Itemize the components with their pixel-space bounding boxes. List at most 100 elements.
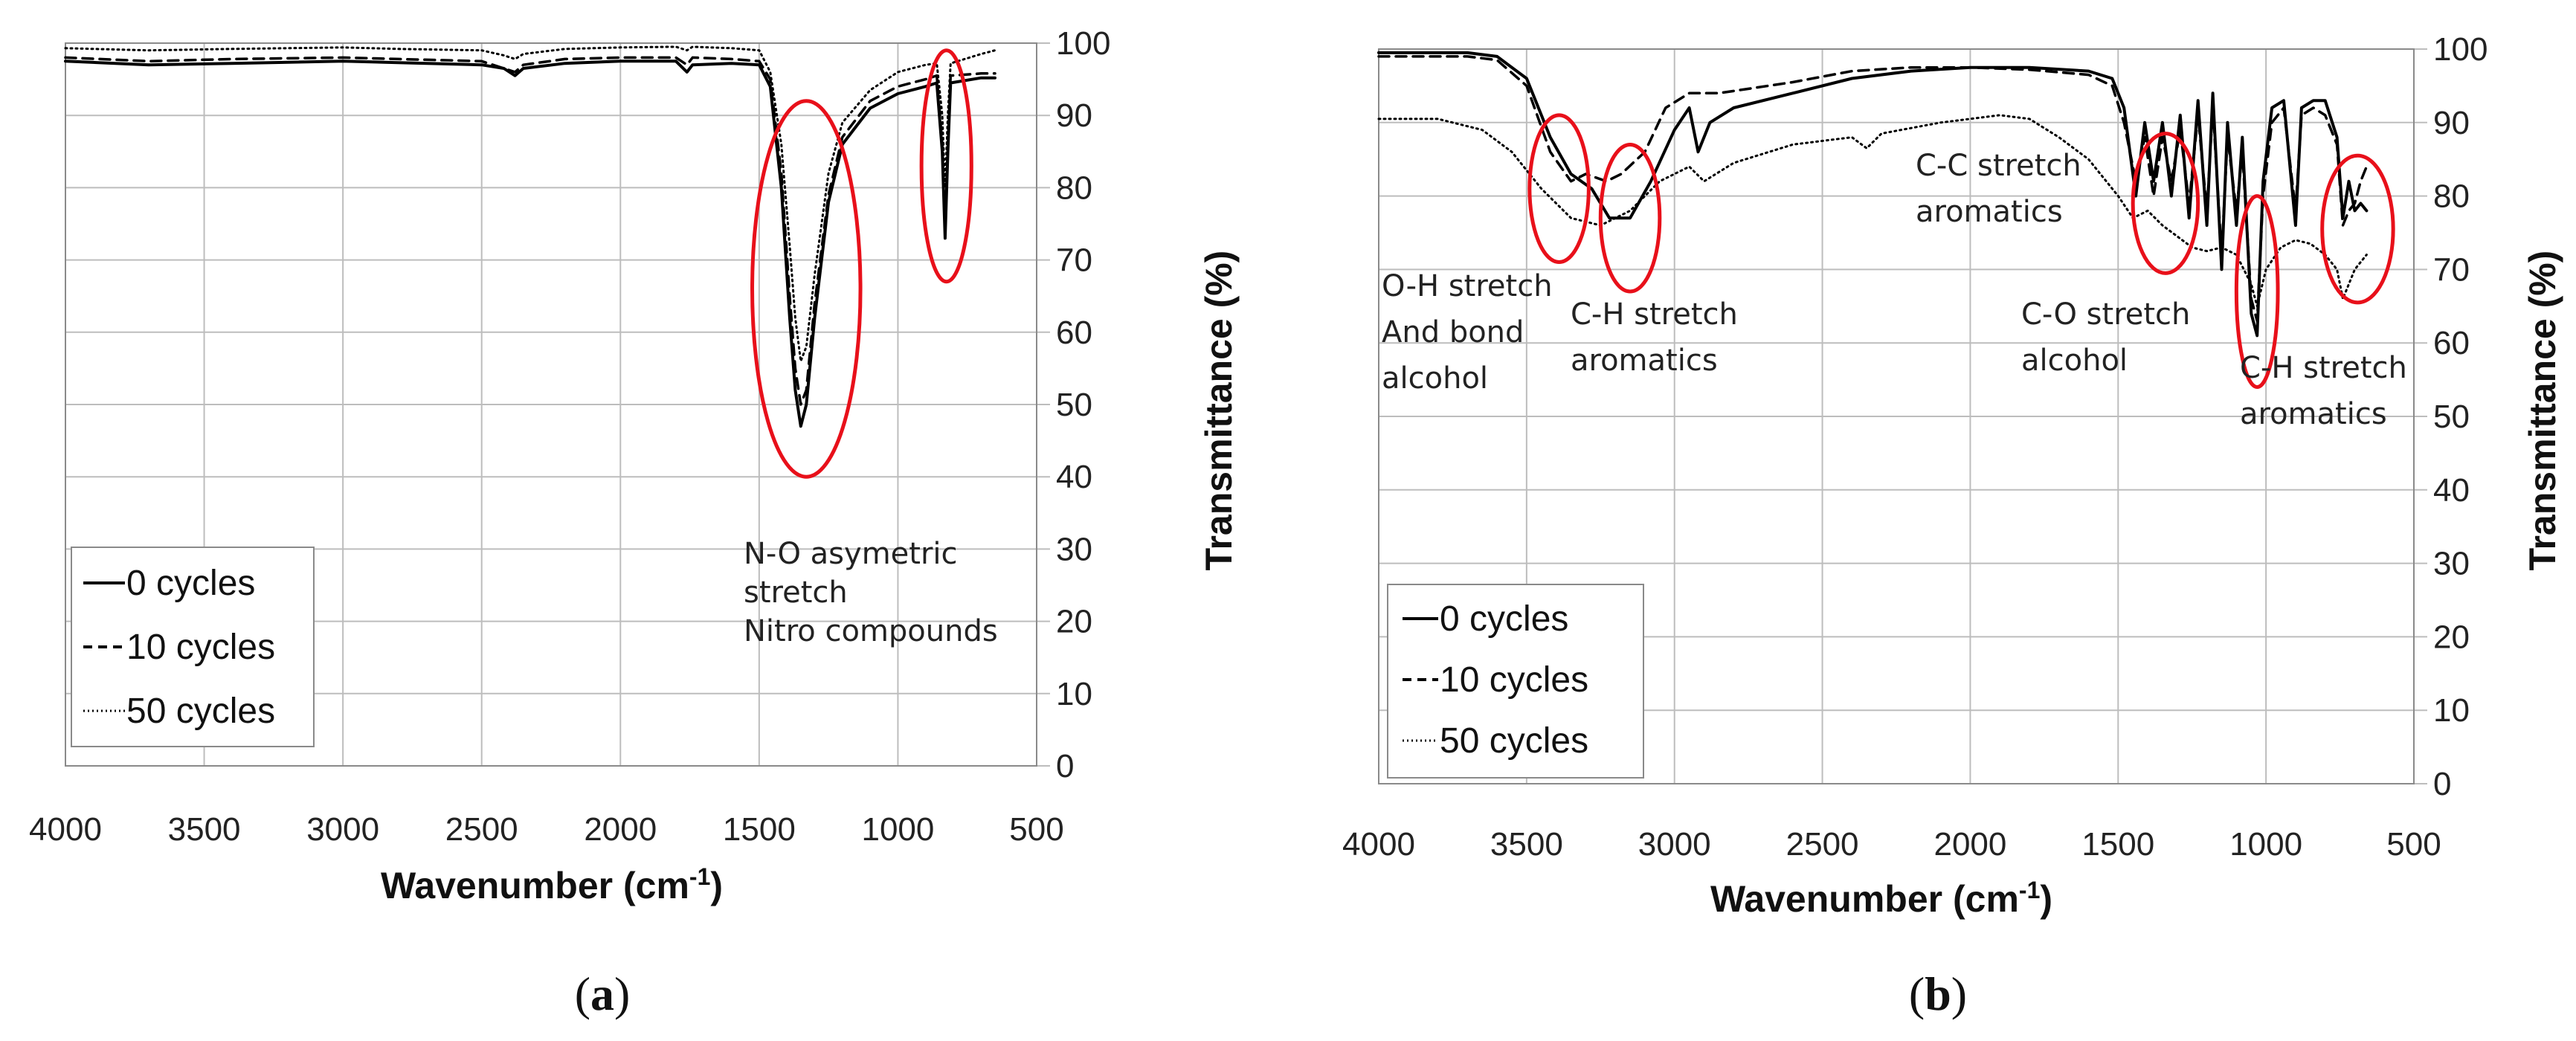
panel-b-y-tick: 0 [2433,766,2451,802]
panel-b-x-tick: 2000 [1933,826,2006,863]
panel-a-y-tick: 30 [1056,531,1092,567]
panel-b-x-ticks: 4000 3500 3000 2500 2000 1500 1000 500 [1342,826,2441,863]
panel-a-x-tick: 2000 [584,811,657,848]
panel-b-y-tick: 10 [2433,692,2470,729]
panel-a-chart: 4000 3500 3000 2500 2000 1500 1000 500 0… [29,25,1240,1020]
panel-b-series-group [1377,51,2369,338]
panel-a-x-tick: 3000 [306,811,379,848]
panel-b-y-ticks: 0 10 20 30 40 50 60 70 80 90 100 [2433,31,2488,802]
annotation-line: O-H stretch [1382,269,1553,303]
panel-a-x-ticks: 4000 3500 3000 2500 2000 1500 1000 500 [29,811,1064,848]
panel-b-x-tick: 1500 [2081,826,2154,863]
highlight-ellipse [1598,142,1662,294]
panel-a-y-tick: 100 [1056,25,1110,62]
panel-b-y-tick: 100 [2433,31,2488,68]
panel-b-y-axis-title: Transmittance (%) [2522,251,2563,571]
panel-a-series-group [64,45,996,428]
legend-label: 10 cycles [1440,660,1588,700]
panel-b-y-tick: 50 [2433,399,2470,435]
panel-b-y-tick: 90 [2433,105,2470,141]
series-line-10-cycles [64,56,996,406]
panel-b-annotation-ch-stretch-2: C-H stretch aromatics [2240,351,2417,431]
panel-a-y-tick: 80 [1056,170,1092,206]
highlight-ellipse [2320,153,2395,305]
panel-a-y-axis-title: Transmittance (%) [1198,251,1240,571]
highlight-ellipse [2131,132,2200,275]
panel-b-y-tick: 20 [2433,619,2470,655]
legend-label: 0 cycles [126,564,255,603]
panel-b-annotation-cc-stretch: C-C stretch aromatics [1916,149,2090,229]
panel-b-label: (b) [1909,967,1967,1020]
highlight-ellipse [1527,113,1591,265]
panel-a-label: (a) [575,967,631,1020]
panel-b-chart: 4000 3500 3000 2500 2000 1500 1000 500 0… [1342,31,2563,1020]
panel-a-x-axis-title: Wavenumber (cm-1) [381,863,723,906]
panel-a-x-tick: 1000 [861,811,934,848]
annotation-line: aromatics [2240,397,2387,431]
legend-label: 50 cycles [1440,721,1588,761]
annotation-line: stretch [744,576,848,610]
panel-b-annotation-co-stretch: C-O stretch alcohol [2021,297,2200,378]
panel-b-y-tick: 40 [2433,472,2470,509]
annotation-line: C-O stretch [2021,297,2190,332]
panel-b-x-title-superscript: -1 [2019,877,2040,903]
panel-a-x-title-tail: ) [710,865,723,906]
panel-a-y-tick: 40 [1056,459,1092,495]
highlight-ellipse [919,48,973,284]
panel-b-y-tick: 30 [2433,546,2470,582]
panel-a-legend-box [71,547,315,747]
panel-b-x-title-tail: ) [2040,878,2052,920]
panel-a-highlight-group [750,48,973,479]
series-line-10-cycles [1377,55,2369,323]
annotation-line: C-C stretch [1916,149,2081,183]
panel-a-x-tick: 1500 [723,811,796,848]
panel-a-x-title-main: Wavenumber (cm [381,865,689,906]
annotation-line: alcohol [1382,361,1488,396]
panel-b-x-tick: 3000 [1638,826,1711,863]
panel-b-x-axis-title: Wavenumber (cm-1) [1710,877,2052,920]
panel-a-annotation-nitro: N-O asymetric stretch Nitro compounds [744,537,998,648]
panel-a-letter: a [590,967,614,1020]
panel-a-y-tick: 20 [1056,604,1092,640]
legend-label: 10 cycles [126,628,275,667]
panel-a-x-title-superscript: -1 [689,863,710,890]
highlight-ellipse [2234,194,2280,389]
panel-b-y-tick: 60 [2433,325,2470,361]
panel-a-x-tick: 3500 [168,811,241,848]
annotation-line: aromatics [1571,344,1718,378]
annotation-line: C-H stretch [2240,351,2407,385]
series-line-50-cycles [1377,114,2368,308]
annotation-line: And bond [1382,315,1524,349]
panel-b-legend-box [1387,584,1644,779]
panel-a-y-tick: 0 [1056,748,1074,784]
series-line-50-cycles [64,45,996,363]
panel-b-x-tick: 3500 [1490,826,1563,863]
panel-b-x-tick: 1000 [2229,826,2302,863]
panel-b-y-tick: 80 [2433,178,2470,215]
panel-b-annotation-oh-stretch: O-H stretch And bond alcohol [1382,269,1562,396]
panel-a-y-tick: 60 [1056,315,1092,351]
panel-a-y-tick: 70 [1056,242,1092,279]
panel-b-annotation-ch-stretch-1: C-H stretch aromatics [1571,297,1748,378]
annotation-line: C-H stretch [1571,297,1738,332]
panel-b-x-title-main: Wavenumber (cm [1710,878,2019,920]
panel-a-plot-frame [65,42,1037,767]
annotation-line: aromatics [1916,195,2063,229]
panel-a-y-ticks: 0 10 20 30 40 50 60 70 80 90 100 [1056,25,1110,784]
panel-b-x-tick: 4000 [1342,826,1415,863]
panel-a-y-tick: 50 [1056,387,1092,423]
annotation-line: Nitro compounds [744,614,998,648]
panel-b-x-tick: 500 [2386,826,2441,863]
panel-b-highlight-group [1527,113,2395,389]
legend-label: 0 cycles [1440,599,1568,639]
panel-a-x-tick: 500 [1009,811,1063,848]
panel-a-legend: 0 cycles 10 cycles 50 cycles [71,547,315,747]
panel-a-x-tick: 4000 [29,811,102,848]
panel-b-y-tick: 70 [2433,251,2470,288]
panel-b-legend: 0 cycles 10 cycles 50 cycles [1387,584,1644,779]
annotation-line: alcohol [2021,344,2128,378]
panel-b-plot-frame [1378,48,2415,784]
panel-a-y-tick: 10 [1056,676,1092,712]
highlight-ellipse [750,99,863,479]
